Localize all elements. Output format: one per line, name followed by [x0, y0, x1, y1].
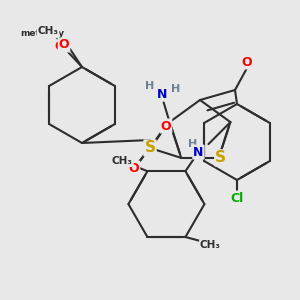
Text: N: N: [156, 88, 167, 100]
Text: O: O: [59, 38, 69, 52]
Text: CH₃: CH₃: [112, 156, 133, 166]
Text: O: O: [129, 161, 139, 175]
Text: methoxy: methoxy: [20, 28, 64, 38]
Text: O: O: [55, 40, 65, 53]
Text: H: H: [145, 81, 154, 91]
Text: S: S: [215, 150, 226, 165]
Text: CH₃: CH₃: [38, 26, 58, 36]
Text: Cl: Cl: [230, 191, 244, 205]
Text: S: S: [145, 140, 155, 155]
Text: O: O: [242, 56, 252, 68]
Text: N: N: [193, 146, 204, 159]
Text: O: O: [161, 119, 171, 133]
Text: H: H: [188, 139, 197, 149]
Text: CH₃: CH₃: [200, 240, 221, 250]
Text: H: H: [171, 84, 180, 94]
